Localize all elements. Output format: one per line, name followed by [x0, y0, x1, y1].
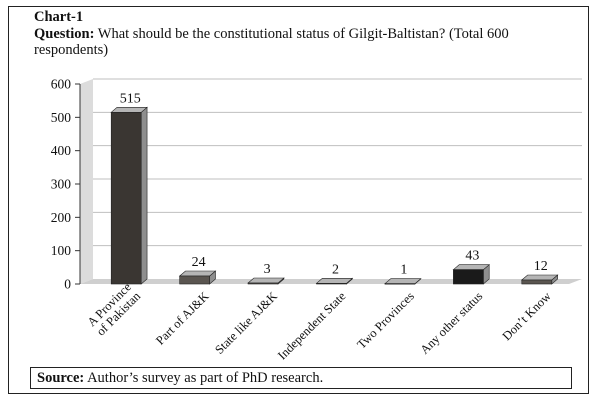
bar	[316, 283, 347, 285]
x-tick-label: State like AJ&K	[212, 289, 280, 357]
y-tick-label: 100	[51, 243, 72, 258]
bar	[110, 112, 142, 285]
x-tick-label: Don’t Know	[500, 289, 554, 343]
x-tick-label: Part of AJ&K	[153, 289, 212, 348]
x-tick-label: Any other status	[417, 289, 485, 357]
chart-title: Chart-1	[34, 9, 84, 25]
y-tick-label: 200	[51, 210, 72, 225]
bar-top	[520, 274, 559, 281]
bar-data-label: 2	[332, 262, 339, 277]
source-label: Source:	[37, 370, 85, 386]
bar-top	[315, 278, 354, 284]
bar	[179, 275, 210, 285]
x-tick-label-group: State like AJ&K	[212, 289, 280, 357]
bar-top	[178, 270, 217, 277]
y-tick-label: 0	[64, 277, 71, 292]
bar-data-label: 24	[192, 255, 206, 270]
bar-data-label: 1	[400, 263, 407, 278]
bar	[453, 269, 484, 285]
chart-question: Question: What should be the constitutio…	[34, 26, 554, 58]
bar-data-label: 3	[264, 262, 271, 277]
x-tick-label-group: Part of AJ&K	[153, 289, 212, 348]
y-tick-label: 300	[51, 177, 72, 192]
chart-frame	[8, 6, 589, 394]
bar-data-label: 12	[534, 259, 548, 274]
y-tick-label: 500	[51, 110, 72, 125]
y-tick-label: 600	[51, 77, 72, 92]
x-tick-label-group: Don’t Know	[500, 289, 554, 343]
bar-data-label: 515	[120, 91, 141, 106]
x-tick-label: Two Provinces	[354, 289, 417, 352]
question-text: What should be the constitutional status…	[34, 26, 509, 58]
x-tick-label-group: Any other status	[417, 289, 485, 357]
x-tick-label: Independent State	[275, 289, 349, 363]
bar-top	[384, 278, 422, 284]
chart-side-wall	[80, 79, 93, 284]
y-tick-label: 400	[51, 143, 72, 158]
bar	[247, 282, 279, 285]
source-box: Source: Author’s survey as part of PhD r…	[30, 367, 572, 389]
bar-top	[452, 264, 491, 270]
bar-top	[247, 277, 285, 284]
bar-data-label: 43	[465, 249, 479, 264]
bar-top	[110, 107, 148, 113]
source-text: Author’s survey as part of PhD research.	[84, 370, 324, 386]
bar	[384, 283, 416, 285]
bar	[521, 279, 553, 285]
x-tick-label-group: Independent State	[275, 289, 349, 363]
bar-side	[140, 106, 148, 285]
x-tick-label-group: Two Provinces	[354, 289, 417, 352]
question-label: Question:	[34, 26, 95, 42]
